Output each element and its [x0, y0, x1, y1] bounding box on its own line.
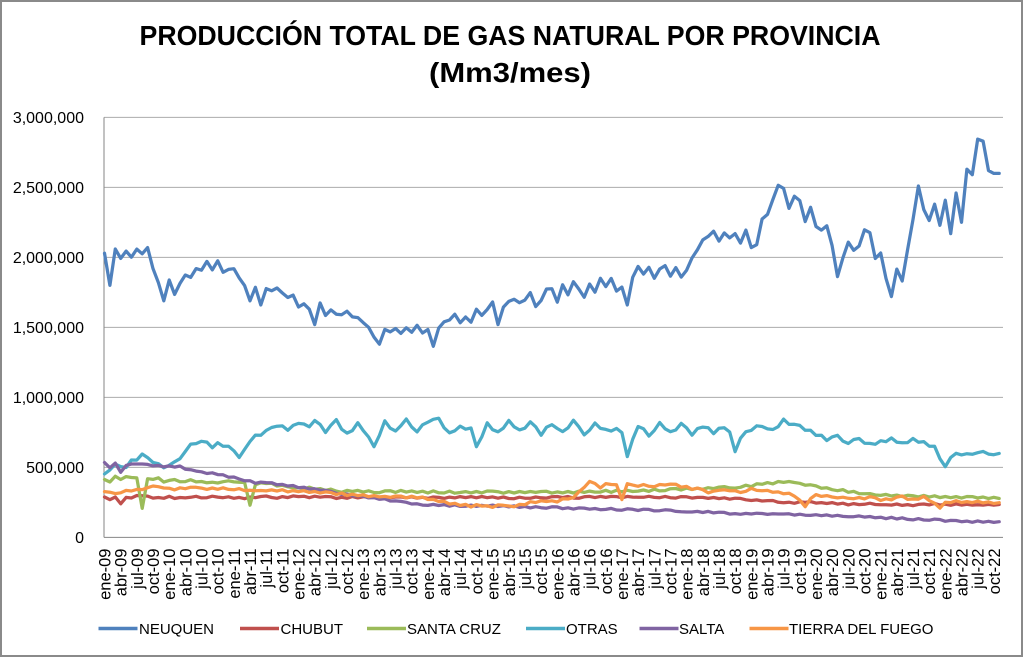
- svg-text:ene-13: ene-13: [355, 549, 373, 600]
- svg-text:3,000,000: 3,000,000: [13, 110, 84, 127]
- svg-text:oct-11: oct-11: [274, 549, 292, 594]
- svg-text:jul-18: jul-18: [711, 549, 729, 590]
- svg-text:abr-13: abr-13: [371, 549, 389, 597]
- svg-text:SANTA CRUZ: SANTA CRUZ: [407, 621, 501, 638]
- svg-text:jul-17: jul-17: [646, 549, 664, 590]
- svg-text:abr-22: abr-22: [954, 549, 972, 597]
- svg-text:SALTA: SALTA: [679, 621, 724, 638]
- svg-text:abr-19: abr-19: [760, 549, 778, 597]
- svg-text:jul-21: jul-21: [905, 549, 923, 590]
- svg-text:jul-22: jul-22: [970, 548, 988, 589]
- svg-text:2,000,000: 2,000,000: [13, 250, 84, 267]
- svg-text:1,000,000: 1,000,000: [13, 390, 84, 407]
- svg-text:jul-11: jul-11: [258, 549, 276, 589]
- svg-text:abr-15: abr-15: [501, 549, 519, 597]
- svg-text:abr-12: abr-12: [307, 549, 325, 597]
- svg-text:oct-13: oct-13: [404, 549, 422, 595]
- svg-text:abr-20: abr-20: [824, 549, 842, 597]
- svg-text:2,500,000: 2,500,000: [13, 180, 84, 197]
- svg-text:(Mm3/mes): (Mm3/mes): [429, 57, 591, 88]
- svg-text:jul-16: jul-16: [582, 549, 600, 590]
- svg-text:ene-20: ene-20: [808, 549, 826, 600]
- svg-text:NEUQUEN: NEUQUEN: [139, 621, 214, 638]
- svg-text:oct-18: oct-18: [727, 549, 745, 595]
- svg-text:oct-22: oct-22: [986, 549, 1004, 595]
- svg-text:abr-21: abr-21: [889, 549, 907, 597]
- svg-text:OTRAS: OTRAS: [566, 621, 618, 638]
- svg-text:jul-13: jul-13: [388, 549, 406, 590]
- svg-text:abr-14: abr-14: [436, 549, 454, 597]
- svg-text:abr-10: abr-10: [177, 549, 195, 597]
- svg-text:ene-12: ene-12: [291, 549, 309, 600]
- svg-text:jul-19: jul-19: [776, 549, 794, 590]
- svg-text:jul-20: jul-20: [840, 549, 858, 590]
- svg-text:ene-21: ene-21: [873, 549, 891, 600]
- svg-text:ene-15: ene-15: [485, 549, 503, 600]
- svg-text:ene-16: ene-16: [549, 549, 567, 600]
- svg-text:jul-10: jul-10: [194, 549, 212, 590]
- svg-text:oct-20: oct-20: [857, 549, 875, 595]
- svg-text:ene-09: ene-09: [97, 549, 115, 600]
- svg-text:ene-17: ene-17: [614, 549, 632, 600]
- svg-text:oct-10: oct-10: [210, 549, 228, 595]
- svg-text:ene-22: ene-22: [937, 549, 955, 600]
- svg-text:ene-18: ene-18: [679, 549, 697, 600]
- svg-text:abr-09: abr-09: [113, 549, 131, 597]
- svg-text:CHUBUT: CHUBUT: [281, 621, 344, 638]
- svg-text:oct-14: oct-14: [468, 549, 486, 595]
- svg-text:abr-18: abr-18: [695, 549, 713, 597]
- svg-text:jul-12: jul-12: [323, 549, 341, 590]
- svg-text:abr-17: abr-17: [630, 549, 648, 597]
- svg-text:oct-21: oct-21: [921, 549, 939, 595]
- svg-text:ene-10: ene-10: [161, 549, 179, 600]
- svg-text:oct-19: oct-19: [792, 549, 810, 595]
- svg-text:abr-16: abr-16: [565, 549, 583, 597]
- svg-text:PRODUCCIÓN TOTAL DE GAS NATURA: PRODUCCIÓN TOTAL DE GAS NATURAL POR PROV…: [140, 20, 881, 51]
- svg-text:ene-19: ene-19: [743, 549, 761, 600]
- svg-text:0: 0: [75, 530, 84, 547]
- svg-text:abr-11: abr-11: [242, 549, 260, 595]
- svg-text:1,500,000: 1,500,000: [13, 320, 84, 337]
- svg-text:oct-17: oct-17: [662, 549, 680, 595]
- svg-text:jul-15: jul-15: [517, 549, 535, 590]
- svg-text:ene-14: ene-14: [420, 549, 438, 600]
- svg-text:oct-12: oct-12: [339, 549, 357, 595]
- svg-text:oct-09: oct-09: [145, 549, 163, 595]
- svg-text:TIERRA DEL FUEGO: TIERRA DEL FUEGO: [789, 621, 933, 638]
- svg-text:oct-15: oct-15: [533, 549, 551, 595]
- svg-text:oct-16: oct-16: [598, 549, 616, 595]
- svg-text:jul-14: jul-14: [452, 549, 470, 590]
- svg-text:ene-11: ene-11: [226, 549, 244, 599]
- svg-text:500,000: 500,000: [26, 460, 84, 477]
- svg-text:jul-09: jul-09: [129, 549, 147, 590]
